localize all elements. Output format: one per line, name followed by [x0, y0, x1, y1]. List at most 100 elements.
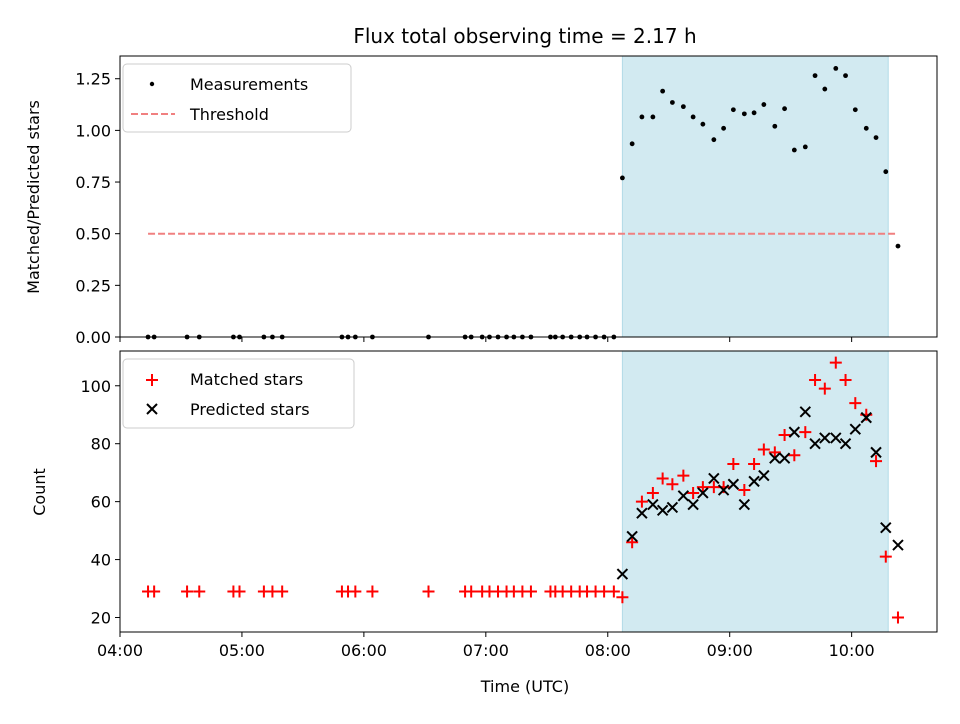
- y-tick-label: 20: [91, 609, 111, 628]
- y-tick-label: 60: [91, 493, 111, 512]
- top-axes-frame: [119, 55, 938, 338]
- measurement-point: [761, 102, 767, 107]
- measurement-point: [852, 107, 858, 113]
- measurement-point: [741, 111, 747, 117]
- predicted-star-marker: [616, 568, 629, 580]
- predicted-star-marker: [830, 432, 842, 444]
- matched-star-marker: [349, 585, 362, 598]
- measurement-point: [812, 73, 818, 79]
- predicted-star-marker: [697, 487, 709, 499]
- predicted-star-marker: [892, 539, 904, 551]
- predicted-star-marker: [727, 478, 740, 490]
- x-tick-label: 04:00: [97, 641, 143, 660]
- y-tick-label: 0.00: [75, 328, 111, 347]
- bottom-x-ticks: 04:00 05:00 06:00 07:00 08:00 09:00 10:00: [97, 632, 875, 660]
- top-y-ticks: 0.00 0.25 0.50 0.75 1.00 1.25: [75, 70, 120, 347]
- x-tick-label: 10:00: [829, 641, 875, 660]
- legend-label-predicted-stars: Predicted stars: [190, 400, 310, 419]
- x-tick-label: 05:00: [219, 641, 265, 660]
- top-legend: Measurements Threshold: [122, 63, 352, 133]
- measurement-point: [730, 107, 736, 113]
- matched-star-marker: [870, 455, 883, 468]
- measurement-point: [772, 123, 778, 129]
- measurement-point: [895, 243, 901, 249]
- matched-star-marker: [748, 457, 761, 470]
- matched-star-marker: [666, 478, 679, 491]
- matched-star-marker: [635, 495, 648, 508]
- bottom-panel: 20 40 60 80 100 04:00 05:00 06:00 07:00 08:00 09:…: [30, 350, 938, 696]
- x-tick-label: 08:00: [585, 641, 631, 660]
- bottom-axes-frame: [119, 350, 938, 633]
- predicted-star-marker: [708, 472, 720, 485]
- observing-window-band: [621, 350, 889, 633]
- measurement-point: [680, 104, 686, 110]
- matched-star-marker: [148, 585, 161, 598]
- x-tick-label: 07:00: [463, 641, 509, 660]
- matched-star-marker: [778, 429, 791, 442]
- y-tick-label: 100: [80, 377, 111, 396]
- y-tick-label: 1.00: [75, 121, 111, 140]
- measurement-point: [791, 147, 797, 153]
- matched-star-marker: [524, 585, 537, 598]
- matched-star-marker: [757, 443, 770, 456]
- predicted-star-marker: [647, 498, 659, 511]
- predicted-star-marker: [738, 498, 751, 511]
- predicted-star-marker: [636, 507, 648, 519]
- predicted-star-marker: [799, 406, 812, 418]
- matched-star-marker: [809, 373, 822, 386]
- legend-marker-matched-stars: [146, 374, 158, 386]
- predicted-star-marker: [870, 446, 882, 459]
- observing-window-band: [621, 55, 889, 338]
- top-x-ticks: [119, 337, 853, 342]
- measurement-point: [822, 86, 828, 92]
- bottom-y-ticks: 20 40 60 80 100: [80, 377, 120, 628]
- matched-star-marker: [727, 457, 740, 470]
- top-legend-box: [122, 63, 352, 133]
- predicted-star-marker: [717, 484, 730, 496]
- legend-label-threshold: Threshold: [189, 105, 269, 124]
- matched-star-marker: [366, 585, 379, 598]
- matched-star-marker: [465, 585, 478, 598]
- predicted-star-marker: [778, 452, 791, 464]
- matched-star-marker: [891, 611, 904, 624]
- predicted-star-marker: [788, 426, 801, 438]
- measurement-point: [782, 106, 787, 112]
- matched-star-marker: [422, 585, 435, 598]
- bottom-legend-box: [122, 358, 355, 429]
- matched-star-marker: [276, 585, 289, 598]
- predicted-star-marker: [839, 437, 852, 450]
- predicted-star-marker: [656, 504, 669, 517]
- predicted-star-marker: [809, 437, 821, 450]
- predicted-star-marker: [758, 469, 770, 482]
- predicted-star-marker: [626, 530, 638, 543]
- measurement-point: [883, 169, 889, 175]
- matched-star-marker: [768, 446, 781, 459]
- y-tick-label: 0.50: [75, 225, 111, 244]
- measurement-point: [650, 114, 656, 120]
- matched-star-marker: [626, 536, 639, 549]
- matched-star-marker: [839, 373, 852, 386]
- legend-marker-measurements: [149, 81, 155, 87]
- predicted-star-marker: [769, 452, 781, 464]
- measurement-point: [751, 110, 757, 116]
- matched-star-marker: [818, 382, 831, 395]
- measurement-point: [711, 137, 717, 143]
- matched-star-marker: [788, 449, 801, 462]
- x-tick-label: 09:00: [707, 641, 753, 660]
- matched-star-marker: [616, 591, 629, 604]
- legend-label-matched-stars: Matched stars: [190, 370, 303, 389]
- top-panel: 0.00 0.25 0.50 0.75 1.00 1.25 Matched/Predict…: [24, 55, 938, 347]
- matched-star-marker: [829, 356, 842, 369]
- measurement-point: [721, 125, 727, 131]
- matched-star-marker: [738, 484, 751, 497]
- top-y-axis-label: Matched/Predicted stars: [24, 100, 43, 294]
- measurement-point: [639, 114, 645, 120]
- matched-star-marker: [656, 472, 669, 485]
- x-tick-label: 06:00: [341, 641, 387, 660]
- x-axis-label: Time (UTC): [480, 677, 569, 696]
- matched-star-marker: [879, 550, 892, 563]
- matched-star-marker: [193, 585, 206, 598]
- matched-stars-points: [142, 356, 904, 624]
- y-tick-label: 80: [91, 435, 111, 454]
